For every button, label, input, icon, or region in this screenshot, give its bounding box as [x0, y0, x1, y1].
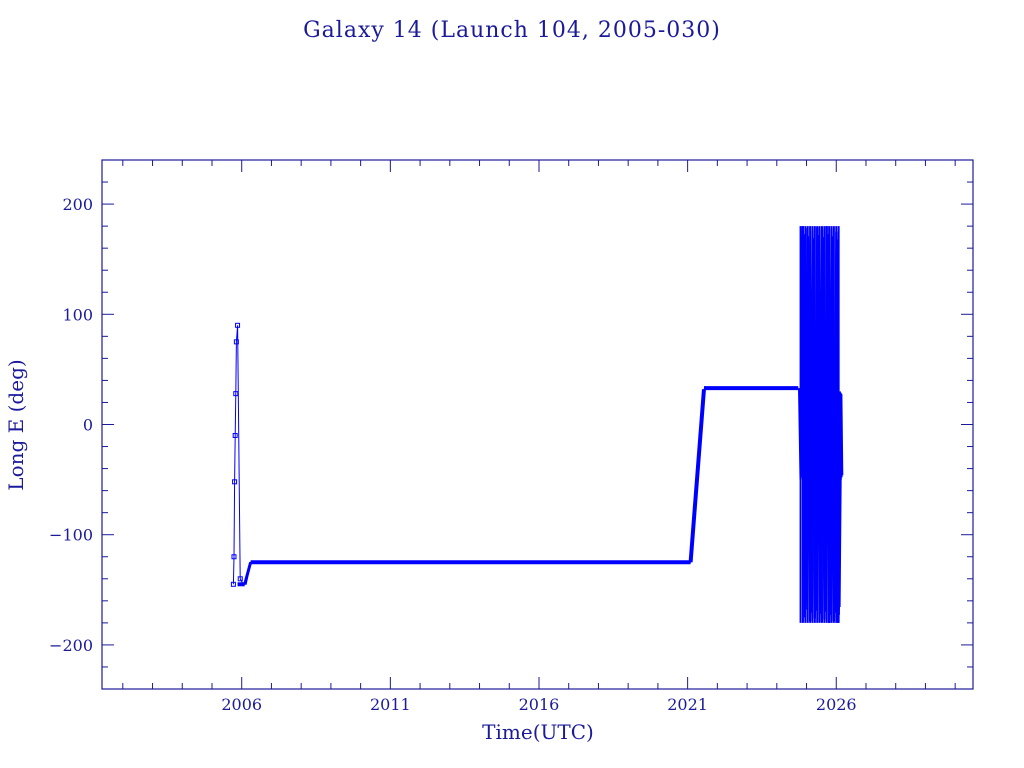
y-axis-label: Long E (deg): [4, 359, 28, 490]
data-point: [232, 479, 238, 485]
data-layer: [230, 226, 844, 623]
y-tick-label: 0: [83, 416, 93, 435]
x-tick-label: 2026: [816, 695, 857, 714]
series-segment: [243, 561, 253, 585]
x-tick-label: 2011: [370, 695, 411, 714]
data-point: [235, 322, 241, 328]
series-segment: [688, 389, 706, 563]
x-tick-label: 2016: [519, 695, 560, 714]
data-point: [233, 339, 239, 345]
y-tick-label: 100: [62, 305, 93, 324]
y-tick-label: −200: [49, 636, 93, 655]
data-point: [231, 554, 237, 560]
y-tick-label: 200: [62, 195, 93, 214]
tick-labels: 2006 2011 2016 2021 2026 −200 −100 0 100 200: [49, 195, 857, 714]
data-point: [233, 391, 239, 397]
chart-title: Galaxy 14 (Launch 104, 2005-030): [303, 18, 721, 43]
y-tick-label: −100: [49, 526, 93, 545]
data-point: [232, 433, 238, 439]
axis-ticks: [102, 160, 973, 689]
x-tick-label: 2006: [221, 695, 262, 714]
x-tick-label: 2021: [667, 695, 708, 714]
data-point: [237, 576, 243, 582]
data-point: [230, 581, 236, 587]
x-axis-label: Time(UTC): [482, 720, 594, 744]
